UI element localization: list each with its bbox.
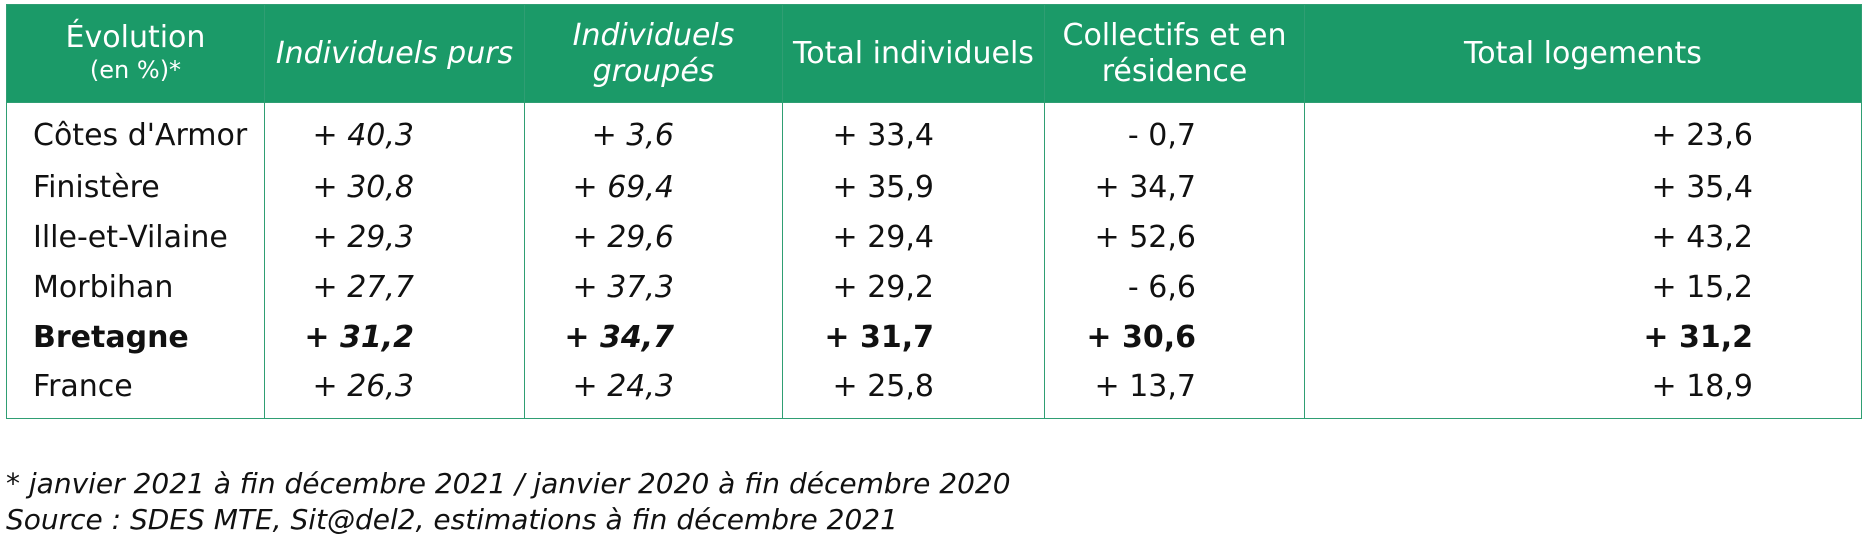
cell-individuels-purs: + 27,7 (264, 262, 525, 313)
header-evolution: Évolution (en %)* (6, 4, 265, 103)
cell-total-individuels: + 25,8 (782, 362, 1045, 419)
cell-total-individuels: + 29,2 (782, 262, 1045, 313)
row-label: Côtes d'Armor (6, 102, 265, 163)
cell-collectifs: - 6,6 (1044, 262, 1305, 313)
header-collectifs-residence: Collectifs et en résidence (1044, 4, 1305, 103)
table-header-row: Évolution (en %)* Individuels purs Indiv… (6, 4, 1862, 103)
footnote: * janvier 2021 à fin décembre 2021 / jan… (6, 467, 1011, 500)
table-row-cotes-darmor: Côtes d'Armor + 40,3 + 3,6 + 33,4 - 0,7 … (6, 102, 1862, 163)
table-row-france: France + 26,3 + 24,3 + 25,8 + 13,7 + 18,… (6, 362, 1862, 419)
source-note: Source : SDES MTE, Sit@del2, estimations… (6, 503, 898, 536)
cell-collectifs: + 30,6 (1044, 312, 1305, 363)
table-row-morbihan: Morbihan + 27,7 + 37,3 + 29,2 - 6,6 + 15… (6, 262, 1862, 313)
cell-individuels-groupes: + 29,6 (524, 212, 783, 263)
cell-collectifs: + 13,7 (1044, 362, 1305, 419)
row-label: Bretagne (6, 312, 265, 363)
cell-collectifs: + 52,6 (1044, 212, 1305, 263)
cell-total-individuels: + 33,4 (782, 102, 1045, 163)
cell-total-logements: + 23,6 (1304, 102, 1862, 163)
cell-total-logements: + 35,4 (1304, 162, 1862, 213)
table-notes: * janvier 2021 à fin décembre 2021 / jan… (6, 466, 1011, 538)
cell-individuels-groupes: + 69,4 (524, 162, 783, 213)
cell-total-logements: + 18,9 (1304, 362, 1862, 419)
cell-individuels-purs: + 40,3 (264, 102, 525, 163)
table-row-bretagne: Bretagne + 31,2 + 34,7 + 31,7 + 30,6 + 3… (6, 312, 1862, 363)
cell-individuels-groupes: + 24,3 (524, 362, 783, 419)
header-total-logements: Total logements (1304, 4, 1862, 103)
header-total-individuels: Total individuels (782, 4, 1045, 103)
cell-collectifs: - 0,7 (1044, 102, 1305, 163)
cell-total-logements: + 31,2 (1304, 312, 1862, 363)
row-label: Finistère (6, 162, 265, 213)
cell-individuels-purs: + 31,2 (264, 312, 525, 363)
cell-total-individuels: + 35,9 (782, 162, 1045, 213)
header-individuels-groupes: Individuels groupés (524, 4, 783, 103)
row-label: Morbihan (6, 262, 265, 313)
cell-individuels-purs: + 26,3 (264, 362, 525, 419)
cell-individuels-groupes: + 34,7 (524, 312, 783, 363)
table-row-finistere: Finistère + 30,8 + 69,4 + 35,9 + 34,7 + … (6, 162, 1862, 213)
housing-evolution-table: Évolution (en %)* Individuels purs Indiv… (6, 4, 1862, 419)
cell-total-logements: + 15,2 (1304, 262, 1862, 313)
cell-individuels-purs: + 29,3 (264, 212, 525, 263)
cell-individuels-groupes: + 3,6 (524, 102, 783, 163)
cell-individuels-groupes: + 37,3 (524, 262, 783, 313)
cell-total-individuels: + 31,7 (782, 312, 1045, 363)
row-label: France (6, 362, 265, 419)
cell-total-individuels: + 29,4 (782, 212, 1045, 263)
cell-collectifs: + 34,7 (1044, 162, 1305, 213)
header-individuels-purs: Individuels purs (264, 4, 525, 103)
row-label: Ille-et-Vilaine (6, 212, 265, 263)
cell-individuels-purs: + 30,8 (264, 162, 525, 213)
table-row-ille-et-vilaine: Ille-et-Vilaine + 29,3 + 29,6 + 29,4 + 5… (6, 212, 1862, 263)
cell-total-logements: + 43,2 (1304, 212, 1862, 263)
